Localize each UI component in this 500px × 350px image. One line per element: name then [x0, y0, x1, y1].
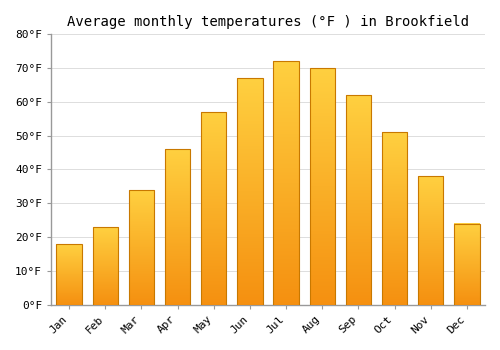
- Bar: [238, 78, 262, 304]
- Bar: [129, 190, 154, 304]
- Bar: [418, 176, 444, 304]
- Bar: [310, 68, 335, 304]
- Bar: [165, 149, 190, 304]
- Bar: [454, 224, 479, 304]
- Bar: [346, 95, 371, 304]
- Bar: [201, 112, 226, 304]
- Bar: [92, 227, 118, 304]
- Bar: [56, 244, 82, 304]
- Bar: [274, 61, 299, 304]
- Bar: [382, 132, 407, 304]
- Title: Average monthly temperatures (°F ) in Brookfield: Average monthly temperatures (°F ) in Br…: [67, 15, 469, 29]
